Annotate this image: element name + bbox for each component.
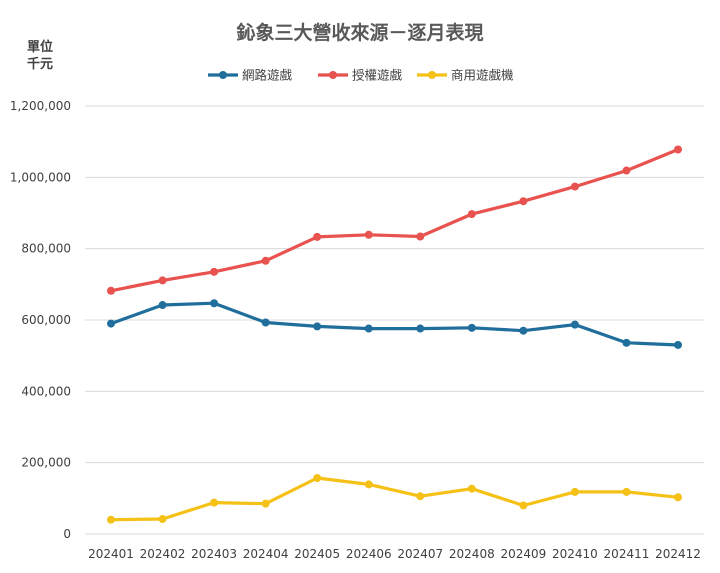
data-point bbox=[416, 324, 425, 333]
data-point bbox=[158, 276, 167, 285]
data-point bbox=[519, 326, 528, 335]
data-point bbox=[210, 267, 219, 276]
series-group bbox=[107, 145, 682, 524]
data-point bbox=[210, 498, 219, 507]
unit-label-line1: 單位 bbox=[27, 39, 53, 55]
chart-title: 鈊象三大營收來源－逐月表現 bbox=[236, 21, 483, 44]
x-tick-label: 202406 bbox=[346, 547, 392, 561]
legend-label: 商用遊戲機 bbox=[451, 68, 514, 83]
x-tick-label: 202411 bbox=[604, 547, 650, 561]
series-1 bbox=[107, 299, 682, 349]
data-point bbox=[107, 515, 115, 524]
legend-label: 網路遊戲 bbox=[242, 68, 293, 83]
y-axis: 0 200,000 400,000 600,000 800,000 1,000,000 1,… bbox=[10, 99, 71, 541]
legend-swatch-marker bbox=[329, 71, 337, 79]
legend-label: 授權遊戲 bbox=[352, 68, 403, 83]
legend-item-3: 商用遊戲機 bbox=[417, 68, 514, 83]
data-point bbox=[313, 232, 322, 241]
data-point bbox=[570, 487, 579, 496]
y-tick-label: 200,000 bbox=[21, 456, 71, 470]
legend-item-2: 授權遊戲 bbox=[318, 68, 403, 83]
data-point bbox=[467, 210, 476, 219]
x-tick-label: 202407 bbox=[397, 547, 443, 561]
x-tick-label: 202405 bbox=[294, 547, 340, 561]
data-point bbox=[467, 484, 476, 493]
data-point bbox=[519, 197, 528, 206]
series-line bbox=[109, 147, 680, 293]
data-point bbox=[674, 493, 682, 502]
data-point bbox=[570, 320, 579, 329]
data-point bbox=[107, 286, 115, 295]
data-point bbox=[622, 166, 631, 175]
data-point bbox=[622, 487, 631, 496]
data-point bbox=[210, 299, 219, 308]
data-point bbox=[674, 145, 682, 154]
data-point bbox=[519, 501, 528, 510]
legend-swatch-marker bbox=[428, 71, 436, 79]
series-2 bbox=[107, 145, 682, 295]
x-axis: 202401 202402 202403 202404 202405 202406 2024… bbox=[88, 547, 701, 561]
x-tick-label: 202412 bbox=[655, 547, 701, 561]
x-tick-label: 202404 bbox=[243, 547, 289, 561]
data-point bbox=[313, 322, 322, 331]
x-tick-label: 202409 bbox=[500, 547, 546, 561]
data-point bbox=[107, 319, 115, 328]
data-point bbox=[313, 474, 322, 483]
series-line bbox=[109, 476, 680, 522]
y-tick-label: 600,000 bbox=[21, 313, 71, 327]
legend: 網路遊戲 授權遊戲 商用遊戲機 bbox=[208, 68, 514, 83]
data-point bbox=[261, 499, 270, 508]
legend-swatch-marker bbox=[219, 71, 227, 79]
data-point bbox=[416, 232, 425, 241]
data-point bbox=[158, 301, 167, 310]
y-tick-label: 0 bbox=[63, 527, 71, 541]
data-point bbox=[622, 338, 631, 347]
data-point bbox=[674, 340, 682, 349]
data-point bbox=[364, 230, 373, 239]
x-tick-label: 202401 bbox=[88, 547, 134, 561]
legend-item-1: 網路遊戲 bbox=[208, 68, 293, 83]
y-tick-label: 400,000 bbox=[21, 384, 71, 398]
data-point bbox=[261, 256, 270, 265]
unit-label-line2: 千元 bbox=[27, 56, 53, 72]
x-tick-label: 202410 bbox=[552, 547, 598, 561]
data-point bbox=[261, 318, 270, 327]
x-tick-label: 202403 bbox=[191, 547, 237, 561]
data-point bbox=[364, 324, 373, 333]
data-point bbox=[416, 492, 425, 501]
y-tick-label: 1,000,000 bbox=[10, 170, 71, 184]
data-point bbox=[158, 515, 167, 524]
series-3 bbox=[107, 474, 682, 524]
x-tick-label: 202408 bbox=[449, 547, 495, 561]
series-line bbox=[109, 301, 680, 347]
y-tick-label: 1,200,000 bbox=[10, 99, 71, 113]
x-tick-label: 202402 bbox=[140, 547, 186, 561]
data-point bbox=[570, 182, 579, 191]
y-tick-label: 800,000 bbox=[21, 242, 71, 256]
data-point bbox=[467, 323, 476, 332]
data-point bbox=[364, 480, 373, 489]
gridlines bbox=[85, 105, 704, 535]
